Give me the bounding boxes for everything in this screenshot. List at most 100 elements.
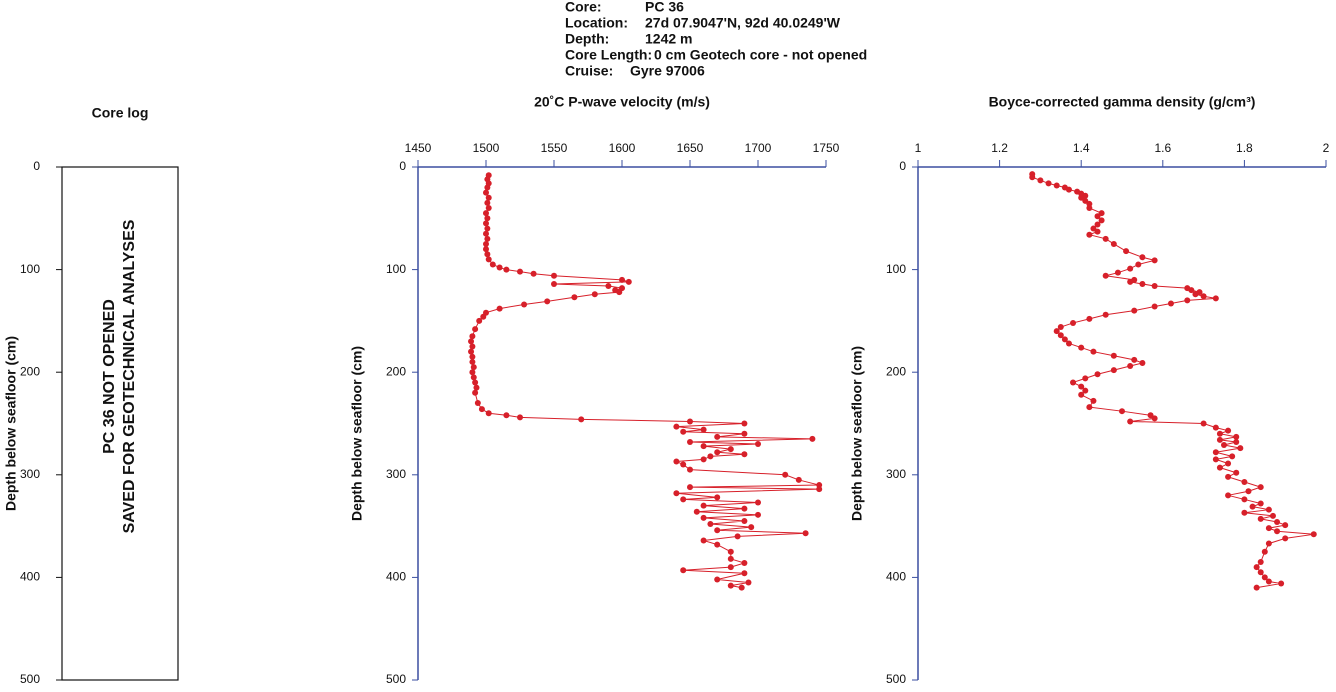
data-point xyxy=(474,399,481,406)
data-point xyxy=(616,289,623,296)
data-point xyxy=(605,283,612,290)
data-point xyxy=(1127,265,1134,272)
data-point xyxy=(472,389,479,396)
data-point xyxy=(1184,297,1191,304)
data-point xyxy=(1233,438,1240,445)
y-axis-label: Depth below seafloor (cm) xyxy=(3,336,19,511)
data-point xyxy=(1257,515,1264,522)
data-point xyxy=(1057,332,1064,339)
data-point xyxy=(1086,231,1093,238)
data-point xyxy=(1265,578,1272,585)
data-point xyxy=(1147,412,1154,419)
data-point xyxy=(755,499,761,506)
data-point xyxy=(1282,535,1289,542)
data-point xyxy=(1119,408,1125,415)
data-point xyxy=(517,414,523,421)
data-point xyxy=(469,369,476,376)
data-point xyxy=(1078,194,1085,201)
data-point xyxy=(469,358,476,365)
data-point xyxy=(1053,182,1060,189)
y-tick-label: 200 xyxy=(886,364,906,378)
data-point xyxy=(1090,225,1097,232)
data-point xyxy=(1225,427,1232,434)
data-point xyxy=(489,261,496,268)
data-point xyxy=(755,511,761,518)
y-tick-label: 0 xyxy=(399,159,406,173)
data-point xyxy=(700,426,707,433)
data-point xyxy=(476,317,483,324)
data-point xyxy=(1151,257,1158,264)
data-point xyxy=(1094,228,1101,235)
data-point xyxy=(483,246,489,253)
data-point xyxy=(1078,344,1085,351)
data-point xyxy=(1090,397,1097,404)
data-point xyxy=(1102,311,1109,318)
data-point xyxy=(1261,548,1268,555)
data-point xyxy=(1057,324,1064,331)
data-point xyxy=(1078,383,1085,390)
header-key: Depth: xyxy=(565,31,609,47)
data-point xyxy=(1065,186,1072,193)
data-point xyxy=(484,225,491,232)
data-point xyxy=(1094,371,1101,378)
data-point xyxy=(517,268,523,275)
data-point xyxy=(1127,418,1134,425)
data-point xyxy=(578,416,585,423)
data-point xyxy=(1257,484,1264,491)
data-point xyxy=(484,215,491,222)
y-tick-label: 500 xyxy=(386,672,406,686)
data-point xyxy=(1110,240,1117,247)
data-point xyxy=(741,420,748,427)
data-point xyxy=(1151,283,1158,290)
data-point xyxy=(1233,469,1240,476)
data-point xyxy=(714,449,721,456)
header-value: 1242 m xyxy=(645,31,692,47)
data-point xyxy=(1310,531,1317,538)
data-point xyxy=(687,466,693,473)
data-point xyxy=(1065,340,1072,347)
data-point xyxy=(1278,580,1285,587)
data-point xyxy=(483,210,489,217)
header-value: 27d 07.9047'N, 92d 40.0249'W xyxy=(645,15,841,31)
data-point xyxy=(700,514,707,521)
data-point xyxy=(714,433,721,440)
data-point xyxy=(473,384,480,391)
data-point xyxy=(1188,287,1195,294)
data-point xyxy=(816,482,823,489)
data-point xyxy=(485,410,492,417)
data-point xyxy=(1249,503,1256,510)
data-point xyxy=(1221,442,1227,449)
data-point xyxy=(1233,433,1240,440)
data-point xyxy=(680,428,687,435)
x-tick-label: 1.4 xyxy=(1073,141,1090,155)
data-point xyxy=(571,294,578,301)
data-point xyxy=(1131,307,1138,314)
data-point xyxy=(693,508,700,515)
y-tick-label: 100 xyxy=(20,262,40,276)
data-point xyxy=(468,348,475,355)
data-point xyxy=(1045,180,1052,187)
data-point xyxy=(484,251,491,258)
data-point xyxy=(714,527,721,534)
data-point xyxy=(472,326,479,333)
data-point xyxy=(1110,367,1117,374)
data-point xyxy=(755,441,761,448)
data-point xyxy=(483,230,489,237)
data-point xyxy=(1282,522,1289,529)
data-point xyxy=(1029,174,1036,181)
data-point xyxy=(1225,492,1232,499)
data-point xyxy=(680,461,687,468)
data-point xyxy=(485,205,492,212)
data-point xyxy=(741,517,748,524)
data-point xyxy=(591,291,598,298)
data-point xyxy=(745,579,752,586)
data-point xyxy=(714,541,721,548)
data-point xyxy=(1086,205,1093,212)
data-point xyxy=(727,446,734,453)
y-tick-label: 400 xyxy=(386,570,406,584)
data-point xyxy=(1123,248,1130,255)
data-point xyxy=(741,560,748,567)
y-axis-label: Depth below seafloor (cm) xyxy=(349,346,365,521)
x-tick-label: 1600 xyxy=(609,141,636,155)
